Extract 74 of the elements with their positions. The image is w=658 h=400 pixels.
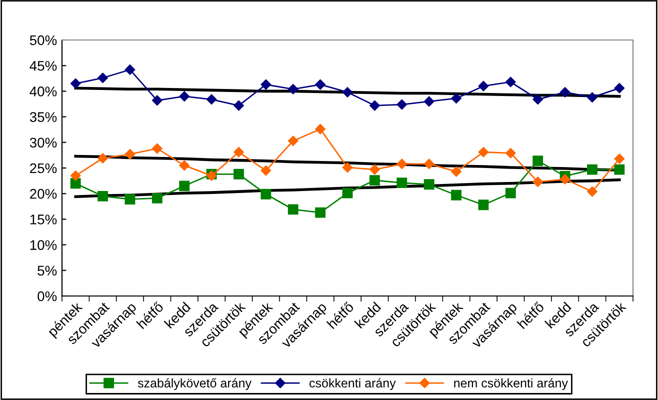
y-tick-label: 35% bbox=[30, 112, 57, 122]
y-tick-label: 50% bbox=[30, 35, 57, 46]
point bbox=[288, 84, 298, 94]
point bbox=[152, 193, 162, 204]
point bbox=[98, 190, 108, 202]
point bbox=[532, 176, 543, 187]
point bbox=[124, 194, 136, 204]
point bbox=[70, 170, 81, 181]
point bbox=[396, 99, 407, 110]
point bbox=[179, 160, 190, 171]
point bbox=[288, 204, 298, 215]
point bbox=[260, 165, 272, 176]
point bbox=[614, 154, 625, 164]
point bbox=[179, 180, 190, 192]
point bbox=[614, 83, 625, 94]
y-tick-label: 25% bbox=[30, 163, 57, 174]
point bbox=[451, 93, 462, 104]
point bbox=[451, 166, 462, 177]
y-tick-label: 15% bbox=[30, 214, 57, 224]
point bbox=[587, 164, 598, 175]
y-tick-label: 5% bbox=[38, 266, 57, 276]
point bbox=[70, 178, 81, 189]
point bbox=[70, 78, 81, 89]
point bbox=[532, 94, 543, 105]
point bbox=[152, 95, 162, 106]
point bbox=[478, 147, 489, 158]
y-tick-label: 20% bbox=[30, 188, 57, 199]
point bbox=[234, 100, 244, 111]
legend-label: nem csökkenti arány bbox=[454, 378, 568, 390]
y-tick-label: 45% bbox=[30, 60, 57, 71]
point bbox=[369, 175, 380, 186]
point bbox=[587, 186, 598, 197]
point bbox=[505, 188, 516, 198]
point bbox=[315, 79, 326, 90]
point bbox=[370, 164, 380, 175]
point bbox=[396, 178, 408, 188]
y-tick-label: 30% bbox=[30, 138, 57, 148]
point bbox=[315, 207, 326, 218]
point bbox=[424, 179, 434, 190]
point bbox=[370, 100, 380, 111]
point bbox=[424, 96, 434, 107]
point bbox=[124, 64, 136, 75]
point bbox=[506, 148, 516, 158]
point bbox=[451, 190, 462, 200]
point bbox=[179, 91, 190, 102]
point bbox=[124, 149, 136, 160]
point bbox=[260, 79, 272, 90]
point bbox=[532, 156, 544, 166]
legend-label: szabálykövető arány bbox=[138, 378, 252, 390]
point bbox=[288, 136, 298, 146]
point bbox=[396, 158, 407, 170]
point bbox=[506, 76, 516, 88]
point bbox=[342, 87, 353, 98]
point bbox=[342, 162, 353, 173]
point bbox=[478, 80, 489, 92]
point bbox=[424, 158, 434, 170]
point bbox=[234, 147, 244, 158]
point bbox=[152, 143, 162, 154]
y-tick-label: 10% bbox=[30, 240, 57, 250]
point bbox=[315, 124, 326, 134]
point bbox=[98, 72, 108, 83]
point bbox=[98, 153, 108, 164]
legend-label: csökkenti arány bbox=[310, 378, 396, 390]
point bbox=[342, 188, 353, 198]
point bbox=[560, 174, 570, 184]
point bbox=[478, 200, 489, 210]
y-tick-label: 0% bbox=[38, 291, 57, 302]
point bbox=[206, 94, 217, 105]
point bbox=[560, 87, 570, 98]
point bbox=[587, 92, 598, 102]
y-tick-label: 40% bbox=[30, 86, 57, 96]
point bbox=[234, 168, 244, 180]
point bbox=[614, 164, 625, 175]
point bbox=[260, 188, 272, 200]
